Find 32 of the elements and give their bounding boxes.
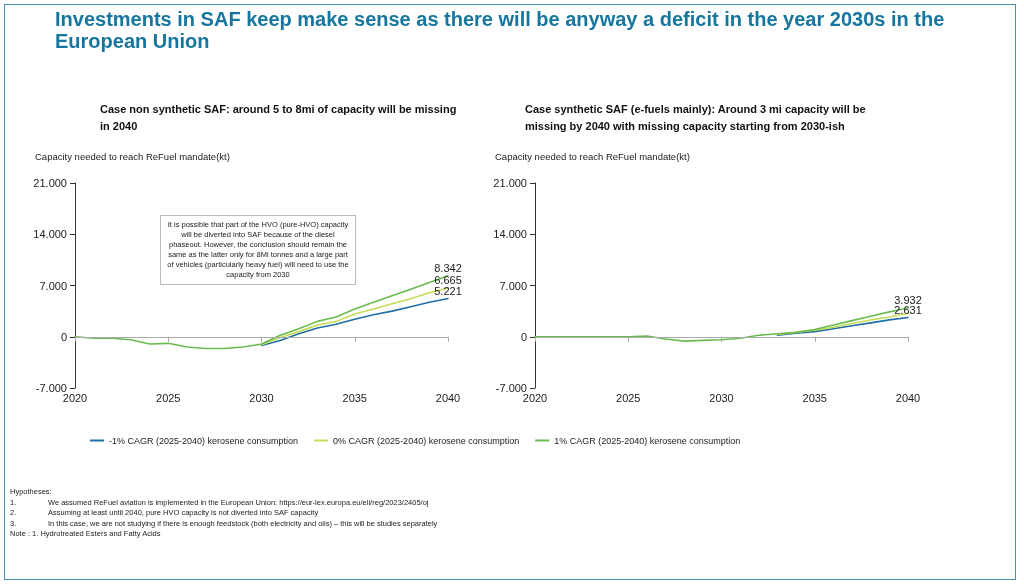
legend-label: 1% CAGR (2025-2040) kerosene consumption: [554, 435, 741, 446]
x-tick-label: 2035: [342, 391, 367, 404]
line-series: [260, 297, 449, 347]
x-tick-label: 2030: [249, 391, 274, 404]
x-tick-label: 2040: [895, 391, 921, 404]
text: Investments in SAF keep make sense as there will be anyway a deficit in the year 2030s in the European Union: [55, 8, 946, 52]
y-axis-title: Capacity needed to reach ReFuel mandate(kt): [495, 150, 690, 162]
chart-title: Case non synthetic SAF: around 5 to 8mi of capacity will be missing in 2040: [100, 102, 460, 132]
x-tick-label: 2040: [435, 391, 461, 404]
data-label: 6.665: [434, 274, 462, 287]
y-tick-label: 7.000: [39, 279, 67, 292]
x-tick-label: 2025: [616, 391, 641, 404]
y-tick-label: -7.000: [495, 382, 527, 394]
x-tick-label: 2025: [156, 391, 181, 404]
y-tick-label: -7.000: [35, 382, 67, 394]
data-label: 8.342: [434, 262, 462, 275]
y-tick-label: 14.000: [33, 228, 67, 241]
y-tick-label: 0: [520, 330, 527, 343]
data-label: 5.221: [434, 285, 462, 298]
x-tick-label: 2030: [709, 391, 734, 404]
y-tick-label: 14.000: [493, 228, 527, 241]
y-tick-label: 7.000: [499, 279, 527, 292]
y-tick-label: 0: [60, 330, 67, 343]
y-axis-title: Capacity needed to reach ReFuel mandate(kt): [35, 150, 230, 162]
y-tick-label: 21.000: [33, 177, 67, 189]
x-tick-label: 2035: [802, 391, 827, 404]
y-tick-label: 21.000: [493, 177, 527, 189]
x-tick-label: 2020: [522, 391, 548, 404]
chart-title: Case synthetic SAF (e-fuels mainly): Around 3 mi capacity will be missing by 2040 with missing capacity starting from 2030-ish: [525, 102, 869, 132]
legend-label: -1% CAGR (2025-2040) kerosene consumption: [109, 435, 299, 446]
legend-label: 0% CAGR (2025-2040) kerosene consumption: [333, 435, 520, 446]
x-tick-label: 2020: [62, 391, 88, 404]
